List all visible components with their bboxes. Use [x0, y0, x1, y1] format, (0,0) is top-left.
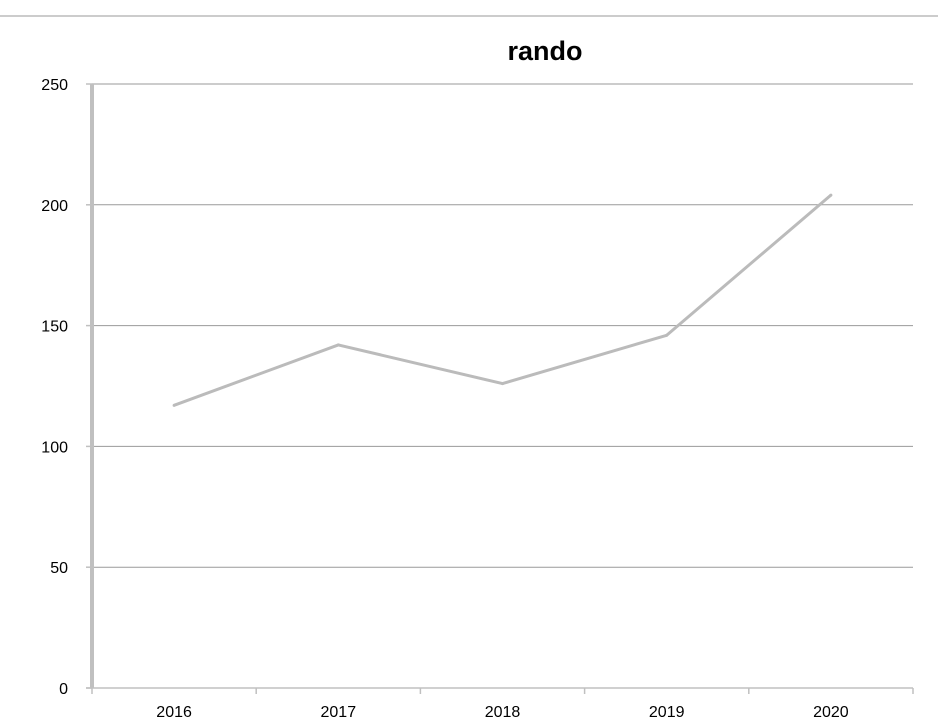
- y-tick-label: 200: [41, 198, 68, 215]
- y-tick-label: 250: [41, 77, 68, 94]
- y-tick-label: 100: [41, 439, 68, 456]
- data-point: [172, 403, 176, 407]
- y-tick-label: 50: [50, 560, 68, 577]
- y-tick-label: 150: [41, 319, 68, 336]
- x-tick-label: 2017: [321, 704, 357, 720]
- x-tick-label: 2018: [485, 704, 521, 720]
- data-point: [665, 333, 669, 337]
- axes: [86, 83, 914, 694]
- y-tick-label: 0: [59, 681, 68, 698]
- gridlines: [92, 83, 913, 568]
- y-tick-labels: 0 50 100 150 200 250: [41, 77, 68, 698]
- series-lines: [172, 193, 833, 407]
- data-point: [336, 343, 340, 347]
- data-point: [501, 382, 504, 386]
- data-point: [829, 193, 833, 197]
- series-line: [173, 193, 832, 407]
- x-tick-label: 2019: [649, 704, 685, 720]
- x-tick-label: 2020: [813, 704, 849, 720]
- x-tick-label: 2016: [156, 704, 192, 720]
- chart-title: rando: [507, 36, 582, 66]
- x-tick-labels: 2016 2017 2018 2019 2020: [156, 704, 848, 720]
